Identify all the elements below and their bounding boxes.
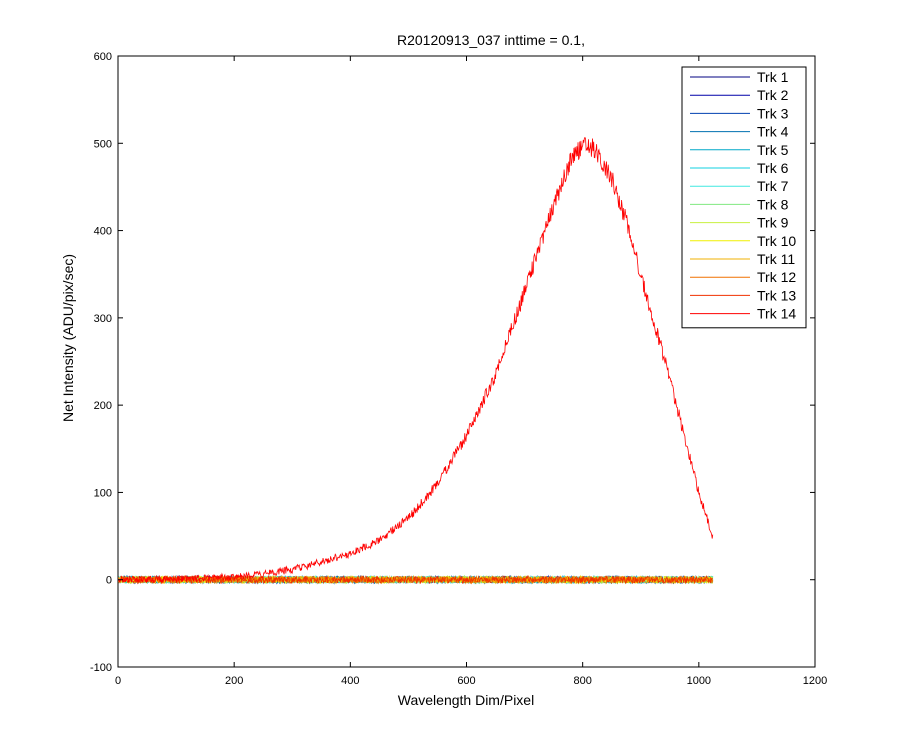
legend-label: Trk 3	[757, 105, 789, 121]
legend-label: Trk 11	[757, 251, 795, 267]
series-line-trk-13	[118, 574, 713, 585]
series-line-trk-14	[118, 136, 714, 584]
y-tick-label: 0	[106, 575, 112, 587]
y-tick-label: 600	[94, 51, 112, 63]
y-axis-label: Net Intensity (ADU/pix/sec)	[60, 254, 76, 422]
x-tick-label: 400	[341, 675, 359, 687]
chart-title: R20120913_037 inttime = 0.1,	[397, 32, 585, 48]
legend-label: Trk 7	[757, 178, 789, 194]
legend: Trk 1 Trk 2 Trk 3 Trk 4 Trk 5 Trk 6 Trk 7 Trk 8…	[681, 66, 807, 329]
x-tick-label: 1200	[803, 675, 827, 687]
x-tick-label: 0	[115, 675, 121, 687]
legend-box	[681, 66, 807, 329]
legend-label: Trk 6	[757, 160, 789, 176]
legend-label: Trk 12	[757, 269, 796, 285]
legend-label: Trk 14	[757, 306, 796, 322]
legend-label: Trk 8	[757, 196, 789, 212]
legend-label: Trk 9	[757, 215, 789, 231]
y-tick-label: 200	[94, 400, 112, 412]
legend-label: Trk 2	[757, 87, 789, 103]
y-tick-label: 300	[94, 313, 112, 325]
x-axis-label: Wavelength Dim/Pixel	[398, 692, 534, 708]
x-tick-label: 1000	[687, 675, 711, 687]
legend-label: Trk 13	[757, 287, 796, 303]
x-tick-label: 800	[573, 675, 591, 687]
x-tick-label: 200	[225, 675, 243, 687]
x-tick-label: 600	[457, 675, 475, 687]
y-tick-label: 400	[94, 226, 112, 238]
y-tick-label: -100	[90, 662, 112, 674]
legend-label: Trk 5	[757, 142, 789, 158]
legend-label: Trk 10	[757, 233, 796, 249]
y-tick-label: 100	[94, 487, 112, 499]
legend-label: Trk 4	[757, 124, 789, 140]
legend-label: Trk 1	[757, 69, 789, 85]
y-tick-label: 500	[94, 138, 112, 150]
series-layer	[118, 136, 714, 585]
ticks-layer: 0 200 400 600 800 1000 1200-100010020030040050…	[90, 51, 827, 687]
